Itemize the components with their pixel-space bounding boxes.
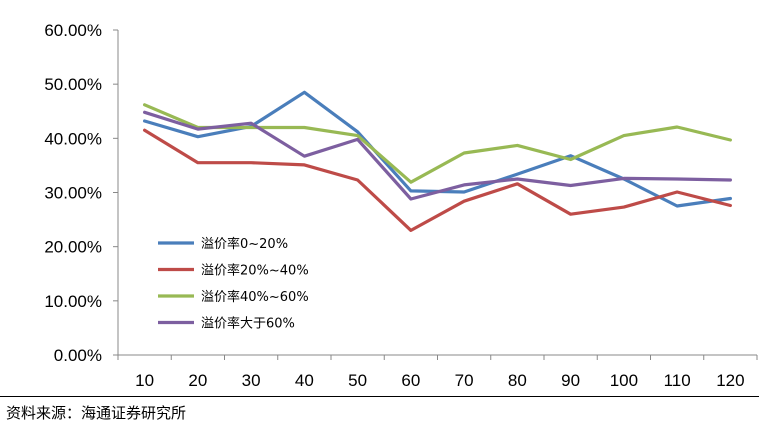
x-tick-label: 40 [295,371,314,390]
series-layer [143,90,733,232]
series-line-1 [143,90,733,208]
x-axis: 10 20 30 40 50 60 70 80 90 100 110 120 [117,354,758,390]
line-chart: 0.00% 10.00% 20.00% 30.00% 40.00% 50.00% 60.00… [44,21,758,390]
y-tick-label: 40.00% [44,129,102,148]
x-tick-label: 120 [716,371,744,390]
series-line-4 [143,110,733,201]
x-tick-label: 100 [610,371,638,390]
x-ticks: 10 20 30 40 50 60 70 80 90 100 110 120 [117,355,758,390]
footer-divider [0,396,759,397]
y-tick-label: 20.00% [44,238,102,257]
legend-label-3: 溢价率40%~60% [201,289,309,305]
y-tick-label: 50.00% [44,75,102,94]
x-tick-label: 70 [455,371,474,390]
y-axis: 0.00% 10.00% 20.00% 30.00% 40.00% 50.00% 60.00… [44,21,119,365]
y-ticks: 0.00% 10.00% 20.00% 30.00% 40.00% 50.00% 60.00… [44,21,118,365]
x-tick-label: 90 [561,371,580,390]
x-tick-label: 60 [401,371,420,390]
x-tick-label: 50 [348,371,367,390]
series-line-3 [143,103,733,184]
x-tick-label: 80 [508,371,527,390]
x-tick-label: 110 [664,371,691,390]
legend-label-4: 溢价率大于60% [201,316,295,332]
source-note: 资料来源：海通证券研究所 [6,404,187,422]
legend: 溢价率0~20% 溢价率20%~40% 溢价率40%~60% 溢价率大于60% [158,236,309,332]
y-tick-label: 60.00% [44,21,102,40]
legend-label-1: 溢价率0~20% [201,236,288,252]
y-tick-label: 0.00% [54,346,102,365]
series-line-2 [143,128,733,232]
legend-label-2: 溢价率20%~40% [201,263,309,279]
x-tick-label: 10 [135,371,154,390]
y-tick-label: 30.00% [44,184,102,203]
y-tick-label: 10.00% [44,292,102,311]
x-tick-label: 30 [242,371,261,390]
x-tick-label: 20 [188,371,207,390]
